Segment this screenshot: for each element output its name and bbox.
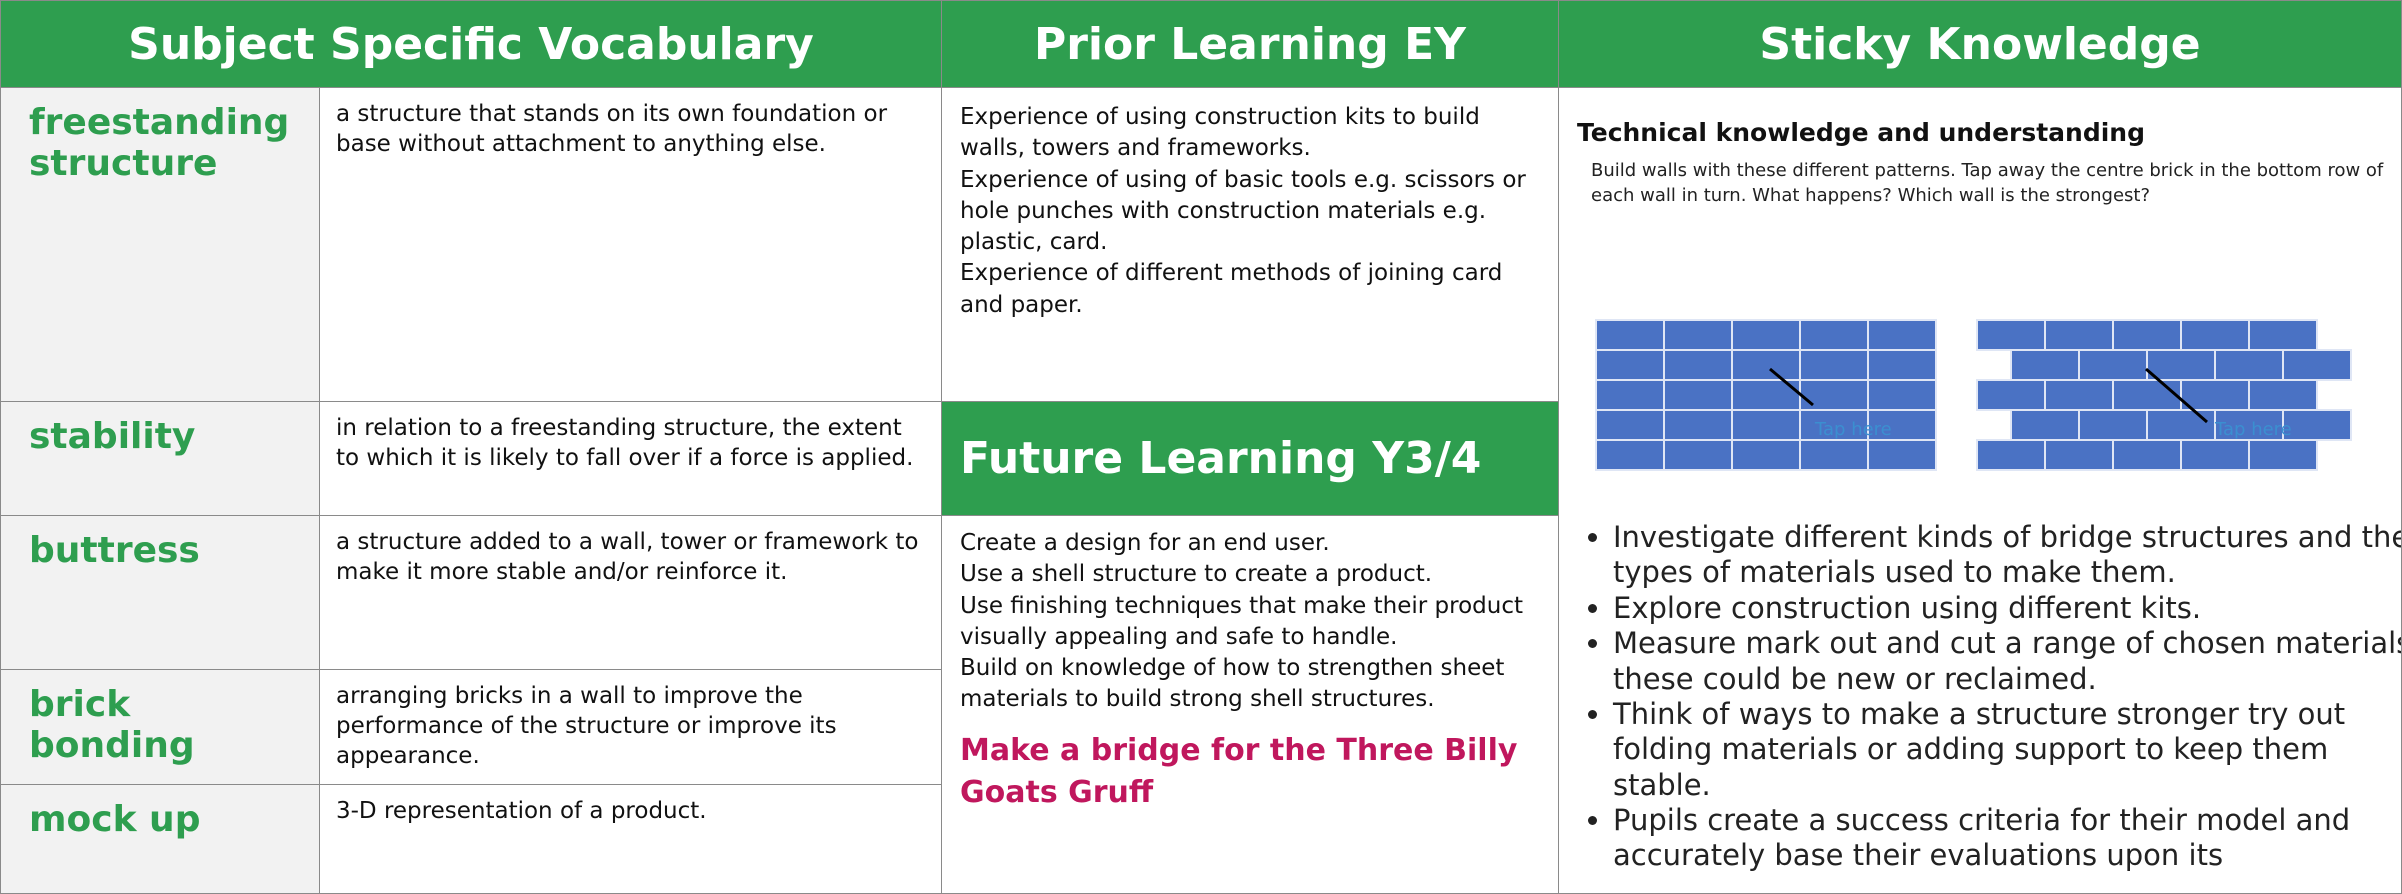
brick: [1663, 349, 1733, 381]
brick: [1595, 319, 1665, 351]
vocab-term: stability: [0, 401, 320, 516]
image-title: Technical knowledge and understanding: [1577, 118, 2146, 147]
bullet: Investigate different kinds of bridge st…: [1613, 520, 2401, 591]
brick: [2044, 319, 2114, 351]
vocab-definition: 3-D representation of a product.: [319, 784, 942, 894]
brick: [1799, 349, 1869, 381]
brick: [2112, 379, 2182, 411]
prior-learning: Experience of using construction kits to…: [941, 87, 1559, 402]
vocabulary-header: Subject Specific Vocabulary: [0, 0, 942, 88]
brick: [1799, 439, 1869, 471]
prior-item: Experience of using construction kits to…: [960, 104, 1480, 162]
brick: [2112, 319, 2182, 351]
brick: [1595, 409, 1665, 441]
brick: [1663, 379, 1733, 411]
future-item: Use finishing techniques that make their…: [960, 592, 1523, 650]
vocab-term: mock up: [0, 784, 320, 894]
brick: [2044, 379, 2114, 411]
future-item: Use a shell structure to create a produc…: [960, 561, 1433, 588]
tap-label: Tap here: [2214, 419, 2292, 440]
brick: [2214, 409, 2284, 441]
sticky-header: Sticky Knowledge: [1558, 0, 2402, 88]
brick: [1867, 379, 1937, 411]
bullet-list: Investigate different kinds of bridge st…: [1573, 520, 2401, 874]
brick: [1976, 439, 2046, 471]
brick: [1663, 319, 1733, 351]
prior-item: Experience of different methods of joini…: [960, 260, 1503, 318]
vocab-term: freestanding structure: [0, 87, 320, 402]
brick: [2078, 409, 2148, 441]
future-task: Make a bridge for the Three Billy Goats …: [960, 732, 1518, 810]
brick: [2146, 349, 2216, 381]
brick: [1867, 349, 1937, 381]
prior-header: Prior Learning EY: [941, 0, 1559, 88]
vocab-definition: in relation to a freestanding structure,…: [319, 401, 942, 516]
brick: [2146, 409, 2216, 441]
brick: [1867, 319, 1937, 351]
brick: [2180, 379, 2250, 411]
bullet: Think of ways to make a structure strong…: [1613, 697, 2401, 803]
brick: [2214, 349, 2284, 381]
brick: [2180, 439, 2250, 471]
vocab-term: buttress: [0, 515, 320, 670]
arrow: [2145, 367, 2208, 424]
wall-diagram: Tap here Tap here: [1595, 319, 2352, 471]
arrow: [1769, 367, 1814, 407]
vocab-definition: arranging bricks in a wall to improve th…: [319, 669, 942, 785]
brick: [2010, 409, 2080, 441]
brick: [1595, 349, 1665, 381]
brick: [1731, 349, 1801, 381]
brick: [2248, 379, 2318, 411]
brick: [1663, 409, 1733, 441]
brick: [1976, 319, 2046, 351]
future-learning: Create a design for an end user. Use a sh…: [941, 515, 1559, 894]
brick: [2044, 439, 2114, 471]
brick: [2248, 439, 2318, 471]
brick: [2078, 349, 2148, 381]
bullet: Pupils create a success criteria for the…: [1613, 803, 2401, 874]
brick: [2112, 439, 2182, 471]
brick: [2282, 349, 2352, 381]
brick: [1595, 439, 1665, 471]
brick: [1799, 379, 1869, 411]
brick: [2282, 409, 2352, 441]
brick: [1663, 439, 1733, 471]
brick: [1799, 319, 1869, 351]
brick: [1731, 409, 1801, 441]
sticky-panel: Technical knowledge and understanding Bu…: [1558, 87, 2402, 894]
brick: [1595, 379, 1665, 411]
brick: [1731, 319, 1801, 351]
future-item: Create a design for an end user.: [960, 530, 1330, 556]
brick: [1867, 439, 1937, 471]
bullet: Measure mark out and cut a range of chos…: [1613, 626, 2401, 697]
bullet: Explore construction using different kit…: [1613, 591, 2401, 626]
brick: [2248, 319, 2318, 351]
tap-label: Tap here: [1814, 419, 1892, 440]
vocab-definition: a structure that stands on its own found…: [319, 87, 942, 402]
image-caption: Build walls with these different pattern…: [1591, 160, 2384, 207]
future-item: Build on knowledge of how to strengthen …: [960, 655, 1505, 713]
vocab-definition: a structure added to a wall, tower or fr…: [319, 515, 942, 670]
brick: [2010, 349, 2080, 381]
brick: [2180, 319, 2250, 351]
brick: [1976, 379, 2046, 411]
future-header: Future Learning Y3/4: [941, 401, 1559, 516]
vocab-term: brick bonding: [0, 669, 320, 785]
prior-item: Experience of using of basic tools e.g. …: [960, 166, 1526, 256]
brick: [1731, 439, 1801, 471]
